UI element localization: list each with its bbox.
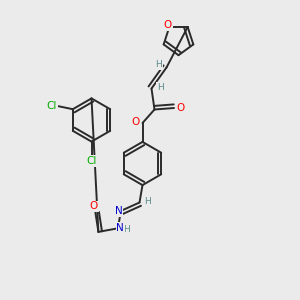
Text: H: H (156, 60, 162, 69)
Text: Cl: Cl (86, 156, 97, 166)
Text: N: N (116, 223, 124, 233)
Text: O: O (90, 201, 98, 212)
Text: N: N (115, 206, 122, 216)
Text: Cl: Cl (46, 101, 57, 111)
Text: O: O (176, 103, 185, 113)
Text: H: H (123, 225, 130, 234)
Text: O: O (131, 117, 140, 127)
Text: H: H (157, 82, 164, 91)
Text: H: H (145, 196, 151, 206)
Text: O: O (164, 20, 172, 31)
